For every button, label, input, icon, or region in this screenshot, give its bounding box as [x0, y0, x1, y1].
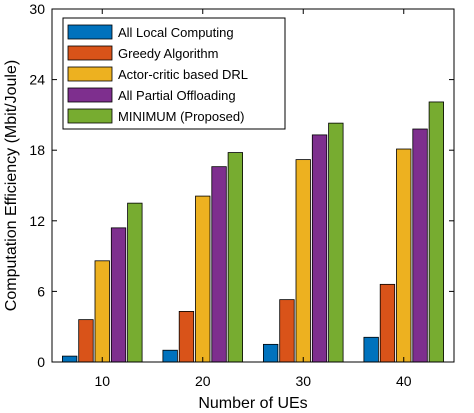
- bar-actor-critic-based-drl-10: [94, 260, 110, 363]
- legend-label: Actor-critic based DRL: [118, 67, 248, 82]
- bar-actor-critic-based-drl-20: [195, 195, 211, 363]
- bars-layer: [62, 101, 445, 363]
- bar-actor-critic-based-drl-40: [396, 148, 412, 363]
- bar-all-local-computing-30: [262, 343, 279, 363]
- y-tick-label: 12: [29, 213, 45, 229]
- x-tick-label: 30: [295, 373, 311, 389]
- bar-minimum-proposed--30: [328, 122, 344, 363]
- bar-all-local-computing-10: [62, 355, 78, 363]
- y-tick-label: 0: [37, 354, 45, 370]
- bar-greedy-algorithm-20: [178, 311, 195, 363]
- legend-label: All Local Computing: [118, 25, 234, 40]
- y-axis-ticks: 0 6 12 18 24 30: [29, 1, 454, 370]
- bar-all-partial-offloading-40: [412, 128, 428, 363]
- x-tick-label: 40: [396, 373, 412, 389]
- x-axis-label: Number of UEs: [198, 395, 307, 412]
- bar-all-local-computing-40: [363, 336, 379, 363]
- legend-swatch: [67, 45, 113, 61]
- bar-minimum-proposed--40: [428, 101, 445, 363]
- y-tick-label: 24: [29, 72, 45, 88]
- bar-all-local-computing-20: [162, 349, 178, 363]
- bar-minimum-proposed--10: [127, 202, 143, 363]
- bar-greedy-algorithm-30: [279, 299, 295, 363]
- bar-actor-critic-based-drl-30: [295, 159, 311, 363]
- bar-minimum-proposed--20: [227, 152, 244, 363]
- y-tick-label: 30: [29, 1, 45, 17]
- bar-greedy-algorithm-10: [78, 319, 94, 363]
- legend-swatch: [67, 24, 113, 40]
- legend-swatch: [67, 108, 113, 124]
- y-axis-label: Computation Efficiency (Mbit/Joule): [3, 60, 20, 311]
- bar-greedy-algorithm-40: [379, 283, 396, 363]
- bar-all-partial-offloading-10: [110, 227, 127, 363]
- x-tick-label: 20: [195, 373, 211, 389]
- x-tick-label: 10: [94, 373, 110, 389]
- plot-frame: [51, 8, 455, 363]
- y-tick-label: 6: [37, 283, 45, 299]
- legend-swatch: [67, 66, 113, 82]
- legend-label: All Partial Offloading: [118, 88, 236, 103]
- y-tick-label: 18: [29, 142, 45, 158]
- legend-swatch: [67, 87, 113, 103]
- legend: All Local Computing Greedy Algorithm Actor…: [62, 17, 286, 130]
- bar-all-partial-offloading-30: [311, 134, 328, 363]
- legend-label: Greedy Algorithm: [118, 46, 218, 61]
- legend-label: MINIMUM (Proposed): [118, 109, 244, 124]
- bar-all-partial-offloading-20: [211, 166, 227, 363]
- x-axis-ticks: 10 20 30 40: [94, 9, 412, 389]
